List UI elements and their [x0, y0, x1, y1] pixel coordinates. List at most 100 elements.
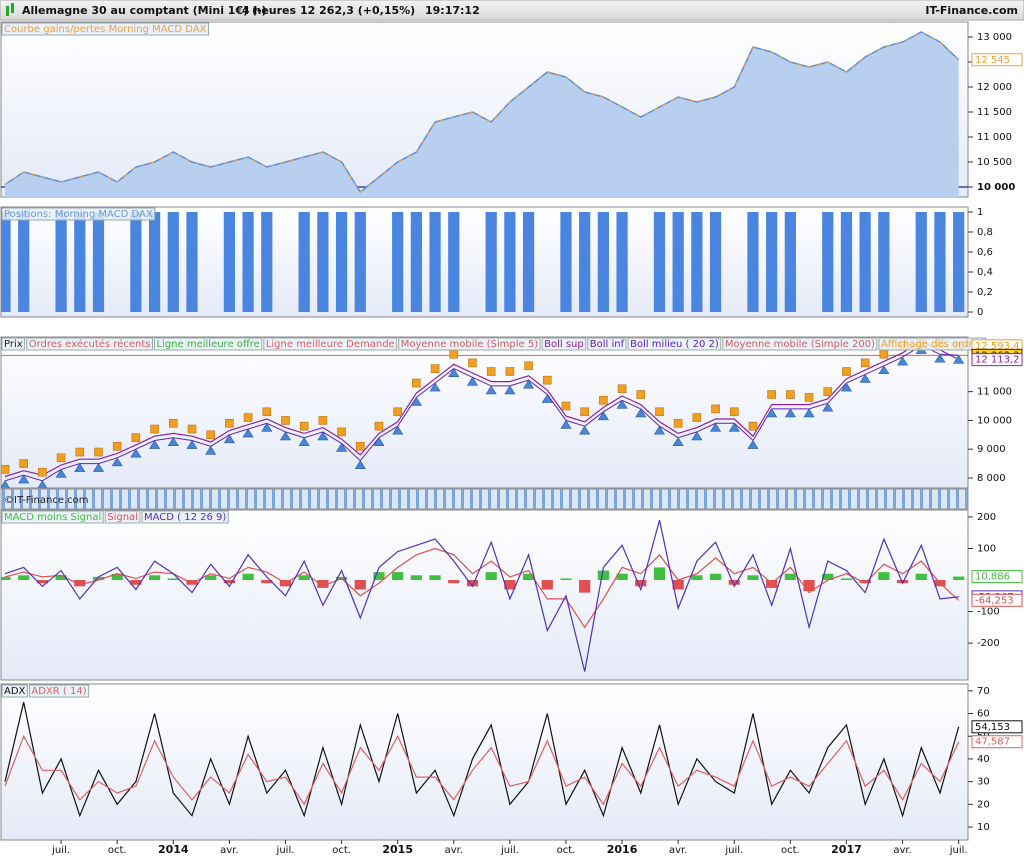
bar: [485, 212, 497, 312]
bar: [541, 580, 553, 590]
bar: [354, 212, 366, 312]
order-marker: [206, 430, 215, 440]
panel-bg: [0, 509, 969, 681]
last-value-box: [971, 353, 1023, 367]
bar: [466, 580, 479, 587]
plot-area: [1, 519, 965, 672]
bar: [223, 580, 235, 584]
order-marker: [168, 418, 178, 428]
time: 19:17:12: [425, 4, 480, 17]
bar: [429, 212, 441, 312]
price-marker: [616, 399, 628, 409]
legend-entry: ADXR ( 14): [31, 686, 86, 697]
y-tick-label: 40: [977, 754, 990, 765]
order-marker: [692, 413, 702, 422]
y-tick-label: 8 000: [977, 473, 1006, 484]
order-marker: [112, 441, 122, 451]
watermark: ©IT-Finance.com: [4, 495, 89, 506]
legend-entry: Boll sup: [544, 339, 584, 350]
legend-entry-box: [26, 337, 153, 351]
y-tick-label: 11 000: [977, 132, 1012, 143]
bar: [522, 573, 535, 581]
bar: [55, 212, 67, 312]
legend-entry-box: [627, 337, 722, 351]
legend-entry: Affichage des ordres: [881, 339, 984, 350]
order-marker: [823, 387, 833, 396]
bar: [148, 212, 161, 312]
price-marker: [635, 408, 647, 418]
x-tick-label: 2014: [158, 843, 189, 856]
bar: [672, 580, 684, 590]
y-tick-label: 100: [977, 543, 996, 554]
bar: [74, 212, 86, 312]
bar: [130, 580, 142, 585]
legend-entry: Moyenne mobile (Simple 5): [401, 339, 539, 350]
bar: [691, 212, 703, 312]
last-value-label: 12 545: [975, 55, 1010, 66]
order-marker: [449, 349, 459, 359]
last-value-label: 10,886: [975, 572, 1010, 583]
order-marker: [225, 418, 234, 428]
order-marker: [842, 367, 851, 376]
bar: [504, 212, 516, 312]
y-tick-label: 10 500: [977, 157, 1012, 168]
price-marker: [728, 422, 740, 432]
bar: [448, 212, 460, 312]
legend-entry: Boll inf: [590, 339, 625, 350]
bar: [709, 212, 722, 312]
price-marker: [279, 431, 292, 441]
price-marker: [448, 368, 460, 377]
bar: [1, 576, 11, 581]
series-line: [4, 734, 960, 806]
order-marker: [655, 407, 664, 417]
legend-entry-box: [1, 337, 26, 351]
legend-entry-box: [153, 337, 263, 351]
bar: [803, 580, 815, 592]
price-marker: [934, 353, 946, 363]
bar: [392, 212, 404, 312]
x-tick-label: 2017: [831, 843, 862, 856]
order-marker: [337, 427, 346, 437]
bar: [878, 572, 890, 581]
last-value-box: [971, 53, 1023, 67]
order-marker: [804, 393, 814, 402]
bar: [653, 212, 666, 312]
price-marker: [710, 422, 722, 432]
price-marker: [392, 425, 404, 435]
brand: IT-Finance.com: [925, 4, 1018, 17]
price-marker: [429, 382, 441, 392]
y-tick-label: 12 000: [977, 82, 1012, 93]
price-marker: [410, 396, 422, 406]
bar: [934, 212, 946, 312]
order-marker: [187, 424, 197, 434]
y-tick-label: 10 000: [977, 182, 1015, 193]
order-marker: [711, 404, 720, 414]
legend-entry-box: [263, 337, 398, 351]
bar: [18, 212, 30, 312]
legend-entry-box: [141, 510, 229, 524]
price-marker: [579, 425, 591, 435]
price-marker: [1, 480, 10, 488]
bar: [728, 580, 740, 585]
price-marker: [298, 437, 310, 446]
legend-entry-box: [398, 337, 541, 351]
bar: [878, 212, 890, 312]
y-tick-label: 13 000: [977, 32, 1012, 43]
panel-bg: [0, 206, 969, 318]
legend-entry-box: [541, 337, 587, 351]
x-tick-label: 2015: [382, 843, 413, 856]
price-marker: [691, 431, 703, 441]
order-marker: [299, 421, 309, 431]
bar: [597, 570, 609, 581]
bar: [635, 580, 647, 587]
price-marker: [653, 425, 666, 435]
price-marker: [74, 462, 86, 472]
x-tick-label: oct.: [781, 845, 800, 856]
legend-entry: Boll milieu ( 20 2): [630, 339, 719, 350]
price-marker: [784, 408, 796, 418]
order-marker: [468, 358, 477, 368]
bar: [560, 578, 572, 581]
legend-entry: Moyenne mobile (Simple 200): [725, 339, 875, 350]
